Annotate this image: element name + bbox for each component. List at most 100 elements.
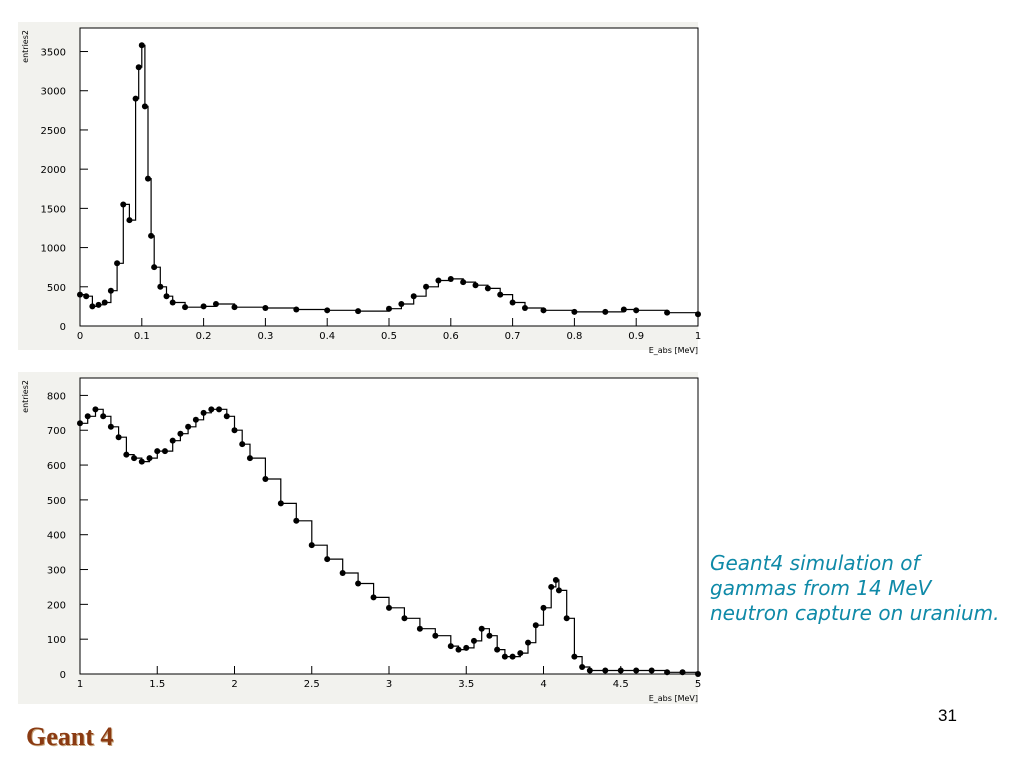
data-point (77, 291, 83, 298)
data-point (463, 644, 470, 651)
data-point (92, 406, 99, 413)
data-point (339, 570, 346, 577)
data-point (470, 637, 477, 644)
y-tick-label: 2500 (41, 126, 66, 137)
footer-logo: Geant 4 (26, 722, 114, 751)
data-point (131, 455, 138, 462)
data-point (435, 277, 442, 284)
data-point (277, 500, 284, 507)
data-point (571, 308, 578, 315)
chart-top-spectrum: 0 0.1 0.2 0.3 0.4 0.5 0.6 0.7 0.8 0.9 1 0 500 1000 150… (18, 22, 701, 355)
data-point (200, 303, 207, 310)
data-point (95, 301, 102, 308)
x-tick-label: 1 (695, 331, 701, 342)
data-point (494, 646, 501, 653)
y-tick-label: 100 (47, 635, 66, 646)
data-point (423, 283, 430, 290)
data-point (517, 650, 524, 657)
data-point (192, 416, 199, 423)
data-point (151, 264, 158, 271)
data-point (355, 580, 362, 587)
y-tick-label: 2000 (41, 165, 66, 176)
x-tick-label: 0.2 (196, 331, 212, 342)
data-point (617, 667, 624, 674)
data-point (138, 42, 145, 49)
data-point (447, 643, 454, 650)
data-point (521, 304, 528, 311)
data-point (664, 669, 671, 676)
data-point (101, 299, 108, 306)
data-point (141, 103, 148, 110)
data-point (497, 291, 504, 298)
data-point (177, 430, 184, 437)
data-point (525, 639, 532, 646)
data-point (144, 175, 151, 182)
data-point (135, 64, 142, 71)
data-point (447, 275, 454, 282)
data-point (107, 287, 114, 294)
x-tick-label: 0.4 (319, 331, 335, 342)
data-point (472, 282, 479, 289)
x-tick-label: 1 (77, 679, 83, 690)
x-tick-label: 4 (540, 679, 546, 690)
data-point (132, 95, 139, 102)
y-axis-label: entries2 (21, 30, 30, 63)
data-point (563, 615, 570, 622)
data-point (231, 427, 238, 434)
data-point (107, 423, 114, 430)
data-point (161, 448, 168, 455)
data-point (555, 587, 562, 594)
data-point (212, 301, 219, 308)
data-point (126, 217, 133, 224)
data-point (100, 413, 107, 420)
y-tick-label: 3000 (41, 87, 66, 98)
x-tick-label: 5 (695, 679, 701, 690)
data-point (223, 413, 230, 420)
x-tick-label: 0.1 (134, 331, 150, 342)
data-point (386, 604, 392, 611)
y-tick-label: 3500 (41, 48, 66, 59)
data-point (123, 451, 130, 458)
data-point (239, 441, 246, 448)
chart-bottom-spectrum: 1 1.5 2 2.5 3 3.5 4 4.5 5 0 100 200 300 400 500 600 700 8… (18, 372, 701, 704)
data-point (540, 604, 547, 611)
data-point (484, 285, 491, 292)
x-tick-label: 3 (386, 679, 392, 690)
data-point (486, 632, 493, 639)
y-tick-label: 0 (60, 322, 66, 333)
y-tick-label: 500 (47, 283, 66, 294)
data-point (370, 594, 377, 601)
data-point (386, 305, 392, 312)
y-tick-label: 600 (47, 461, 66, 472)
data-point (182, 304, 189, 311)
x-tick-label: 0.5 (381, 331, 397, 342)
x-tick-label: 0.6 (443, 331, 459, 342)
data-point (532, 622, 539, 629)
data-point (355, 308, 362, 315)
data-point (120, 201, 127, 208)
y-tick-label: 1000 (41, 244, 66, 255)
data-point (200, 409, 207, 416)
data-point (509, 653, 516, 660)
data-point (216, 406, 223, 413)
x-tick-label: 0.7 (505, 331, 521, 342)
data-point (602, 308, 609, 315)
data-point (163, 293, 170, 300)
data-point (83, 293, 90, 300)
plot-area (79, 377, 699, 675)
data-point (324, 307, 331, 314)
data-point (620, 306, 627, 313)
data-point (324, 556, 331, 563)
x-tick-label: 0.9 (628, 331, 644, 342)
data-point (169, 299, 176, 306)
x-tick-label: 0 (77, 331, 83, 342)
data-point (679, 669, 686, 676)
data-point (84, 413, 91, 420)
plot-area (79, 27, 699, 327)
data-point (208, 406, 215, 413)
y-tick-label: 300 (47, 566, 66, 577)
data-point (478, 625, 485, 632)
data-point (548, 583, 555, 590)
x-axis-label: E_abs [MeV] (649, 694, 698, 703)
x-axis-label: E_abs [MeV] (649, 346, 698, 355)
